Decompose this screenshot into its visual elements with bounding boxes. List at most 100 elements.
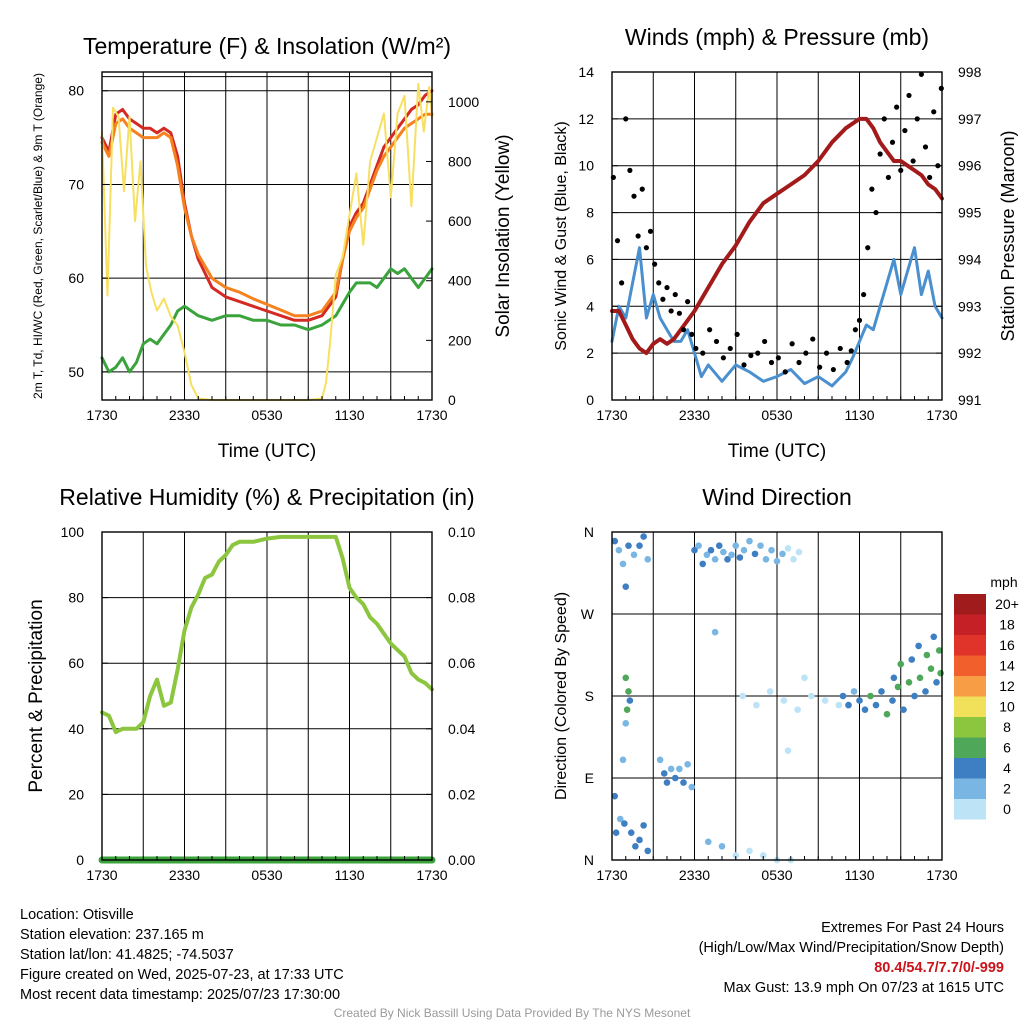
chart-panel-2: 1730 2330 0530 1130 173002468101214991992993… [553,24,1018,462]
wind-direction-point [930,633,938,641]
wind-direction-point [711,628,719,636]
station-latlon: Station lat/lon: 41.4825; -74.5037 [20,947,234,963]
x-tick-label: 1730 [416,407,447,423]
wind-direction-point [835,701,843,709]
wind-direction-point [622,720,630,727]
x-tick-label: 1130 [334,867,364,883]
y-tick-label: 0 [76,852,84,868]
colorbar-swatch [954,799,986,820]
colorbar-label: 20+ [995,596,1019,612]
gust-point [869,186,875,192]
wind-direction-point [728,551,735,559]
wind-direction-point [762,556,770,563]
extremes-panel: Extremes For Past 24 Hours (High/Low/Max… [524,918,1004,998]
colorbar-swatch [954,676,986,697]
wind-direction-point [905,679,913,686]
wind-direction-point [856,697,863,704]
wind-direction-point [663,779,671,786]
wind-direction-point [660,770,668,777]
credit-line: Created By Nick Bassill Using Data Provi… [333,1006,691,1020]
chart-title: Winds (mph) & Pressure (mb) [625,24,929,50]
y2-tick-label: 1000 [448,94,479,110]
y2-tick-label: 0.08 [448,590,475,606]
y-tick-label: 80 [68,590,84,606]
y2-tick-label: 991 [958,392,982,408]
y-tick-label: 20 [68,786,84,802]
wind-direction-point [644,847,652,855]
gust-point [656,280,662,286]
wind-direction-point [746,537,753,545]
wind-direction-point [897,660,905,668]
gust-point [635,233,641,239]
wind-direction-point [753,701,760,709]
colorbar-swatch [954,614,986,635]
series-line-station-pressure [610,116,944,356]
wind-direction-point [889,697,896,704]
wind-direction-point [922,688,929,695]
gust-point [623,116,629,122]
wind-direction-point [779,550,786,558]
y2-tick-label: 0.00 [448,852,475,868]
y-tick-label: 14 [578,64,594,80]
y-tick-label: 2 [586,345,594,361]
chart-panel-1: 1730 2330 0530 1130 173050607080020040060080… [31,33,514,462]
gust-point [796,359,802,366]
y-tick-label: N [584,852,594,868]
wind-direction-point [751,550,759,558]
wind-direction-point [935,647,943,654]
wind-direction-point [691,546,698,554]
y2-tick-label: 998 [958,64,982,80]
y-tick-label: 60 [68,655,84,671]
y2-tick-label: 992 [958,345,982,361]
chart-title: Wind Direction [702,484,852,510]
gust-point [885,174,891,181]
gust-point [672,291,678,298]
series-line-9m-t [100,112,434,318]
wind-direction-point [619,560,627,568]
wind-direction-point [718,843,726,850]
y-tick-label: 40 [68,721,84,737]
wind-direction-point [845,701,852,709]
figure-created: Figure created on Wed, 2025-07-23, at 17… [20,967,344,983]
gust-point [693,345,699,352]
y2-tick-label: 997 [958,111,982,127]
wind-direction-point [622,583,630,590]
y-tick-label: W [581,606,595,622]
gust-point [906,92,912,99]
gust-point [922,144,929,150]
wind-direction-point [671,774,679,782]
gust-point [713,338,720,345]
colorbar-swatch [954,778,986,799]
wind-direction-point [623,706,631,713]
colorbar-swatch [954,758,986,779]
wind-direction-point [625,688,632,695]
gust-point [789,341,795,347]
wind-direction-point [636,542,643,549]
y-axis-label: Percent & Precipitation [26,599,47,792]
wind-direction-point [795,548,803,556]
gust-point [918,71,924,77]
x-tick-label: 1730 [596,407,627,423]
gust-point [856,317,863,323]
wind-direction-point [867,692,874,700]
gust-point [914,116,920,122]
x-tick-label: 2330 [169,867,200,883]
gust-point [707,327,713,333]
gust-point [902,127,908,134]
wind-direction-point [890,674,898,682]
x-tick-label: 0530 [761,407,792,423]
colorbar-swatch [954,696,986,717]
y-tick-label: 12 [578,111,594,127]
gust-point [898,167,904,173]
extremes-values: 80.4/54.7/7.7/0/-999 [874,960,1004,976]
wind-direction-point [801,674,808,682]
wind-direction-point [630,551,638,559]
y-axis-label: Direction (Colored By Speed) [553,592,570,800]
wind-direction-point [704,838,712,846]
x-axis-label: Time (UTC) [218,441,317,462]
x-tick-label: 1130 [334,407,364,423]
gust-point [775,355,781,361]
y-tick-label: 60 [68,270,84,286]
wind-direction-point [773,557,781,565]
